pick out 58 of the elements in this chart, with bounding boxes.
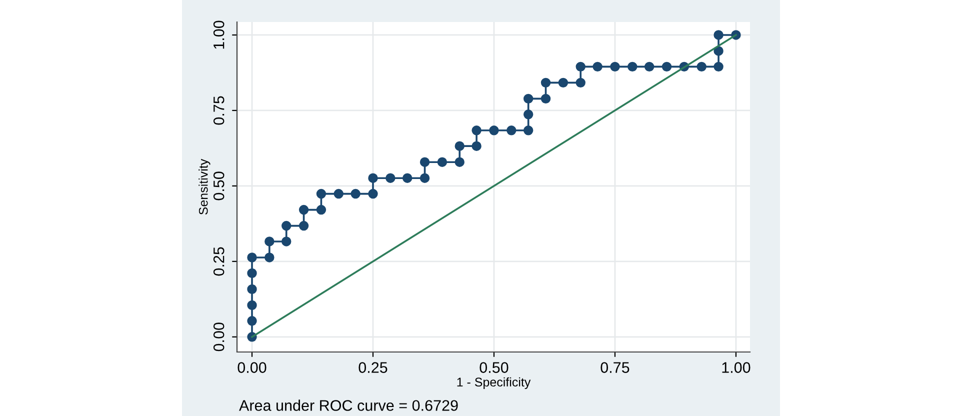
point <box>368 188 378 199</box>
point <box>523 110 534 120</box>
point <box>506 126 516 136</box>
point <box>558 78 568 88</box>
point <box>454 141 464 151</box>
point <box>540 94 551 104</box>
point <box>420 157 430 167</box>
point <box>350 188 360 199</box>
point <box>386 173 396 183</box>
point <box>334 188 344 199</box>
point <box>264 252 274 262</box>
y-tick-label: 0.75 <box>213 96 224 125</box>
x-tick-label: 0.75 <box>600 362 630 373</box>
point <box>540 78 551 88</box>
point <box>644 62 654 72</box>
point <box>368 173 378 183</box>
point <box>696 62 706 72</box>
y-tick-label: 0.00 <box>213 322 224 352</box>
x-tick-label: 0.50 <box>480 362 508 373</box>
x-axis-title: 1 - Specificity <box>457 377 531 390</box>
point <box>576 78 586 88</box>
point <box>247 268 257 278</box>
point <box>402 173 412 183</box>
point <box>247 252 257 262</box>
point <box>247 300 257 310</box>
point <box>576 62 586 72</box>
x-tick-label: 0.00 <box>238 362 266 373</box>
point <box>662 62 672 72</box>
point <box>628 62 638 72</box>
x-tick-label: 1.00 <box>722 362 750 373</box>
point <box>472 141 482 151</box>
y-tick-label: 1.00 <box>213 20 224 49</box>
point <box>437 157 448 167</box>
text: Area under ROC curve = 0.6729 <box>239 400 458 411</box>
point <box>420 173 430 183</box>
y-tick-label: 0.25 <box>213 247 224 276</box>
point <box>454 157 464 167</box>
point <box>610 62 620 72</box>
point <box>523 94 534 104</box>
y-tick-label: 0.50 <box>213 172 224 200</box>
point <box>592 62 602 72</box>
point <box>316 188 326 199</box>
point <box>298 220 309 231</box>
point <box>247 284 257 294</box>
point <box>714 30 724 40</box>
point <box>714 46 724 56</box>
point <box>282 236 292 246</box>
point <box>282 220 292 231</box>
point <box>247 316 257 326</box>
x-tick-label: 0.25 <box>358 362 388 373</box>
point <box>264 236 274 246</box>
y-axis-title: Sensitivity <box>198 158 210 215</box>
point <box>472 126 482 136</box>
point <box>523 126 534 136</box>
point <box>489 126 499 136</box>
point <box>298 204 309 215</box>
point <box>714 62 724 72</box>
point <box>316 204 326 215</box>
